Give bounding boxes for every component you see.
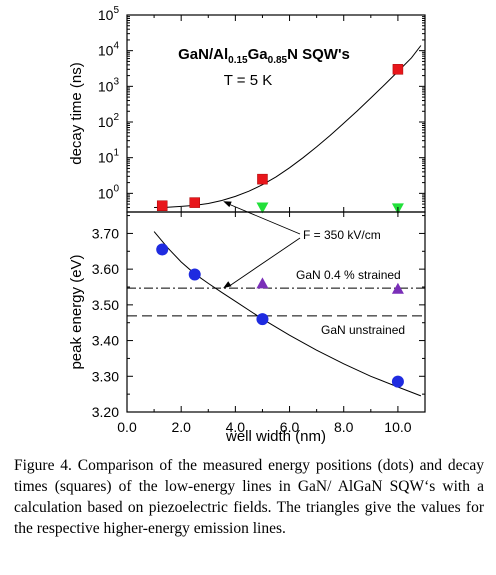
higher-energy-triangle [256,202,269,214]
tick-base: 10 [98,114,114,130]
peak-energy-markers [156,243,404,388]
top-y-tick-label: 103 [98,76,120,94]
top-y-tick-label: 100 [98,183,120,201]
x-tick-label: 2.0 [171,419,191,435]
top-y-axis-label: decay time (ns) [68,62,85,165]
top-plot-frame [126,14,426,213]
bottom-y-tick-label: 3.50 [92,297,119,313]
bottom-y-tick-label: 3.60 [92,261,119,277]
figure-caption: Figure 4. Comparison of the measured ene… [14,457,484,537]
x-axis-label: well width (nm) [225,428,326,445]
arrowhead-top [223,201,232,208]
x-tick-label: 6.0 [280,419,300,435]
annotation-arrow-top [228,203,301,235]
temperature-label: T = 5 K [224,72,273,89]
tick-base: 10 [98,7,114,23]
tick-exponent: 0 [113,183,119,194]
tick-exponent: 4 [113,41,119,52]
peak-energy-dot [188,268,201,281]
arrowhead-bottom [223,281,232,289]
tick-base: 10 [98,150,114,166]
field-annotation-label: F = 350 kV/cm [303,228,381,242]
tick-base: 10 [98,78,114,94]
title-sub-1: 0.15 [228,55,248,66]
tick-exponent: 5 [113,5,119,16]
bottom-y-axis-label: peak energy (eV) [68,254,85,369]
decay-time-square [189,197,200,208]
peak-energy-panel: 3.20 3.30 3.40 3.50 3.60 3.70 0.0 2.0 4.0 6.0 8.0 1… [68,15,426,445]
tick-exponent: 1 [113,148,119,159]
bottom-axis-ticks: 3.20 3.30 3.40 3.50 3.60 3.70 0.0 2.0 4.0 6.0 8.0 1… [92,15,425,435]
peak-energy-dot [156,243,169,256]
decay-time-markers [156,64,404,215]
decay-time-calculation-curve [154,45,422,208]
title-part-3: N SQW's [287,46,350,63]
higher-energy-triangle [391,282,404,294]
x-tick-label: 8.0 [334,419,354,435]
annotation-arrow-bottom [228,237,301,287]
decay-time-square [392,64,404,75]
title-part-1: GaN/Al [178,46,228,63]
x-tick-label: 0.0 [117,419,137,435]
x-tick-label: 4.0 [226,419,246,435]
reference-line-label: GaN unstrained [321,323,405,337]
bottom-y-tick-label: 3.20 [92,404,119,420]
higher-energy-triangle [256,277,269,289]
chart-title: GaN/Al0.15Ga0.85N SQW's [178,46,350,66]
peak-energy-dot [256,313,269,326]
reference-line-label: GaN 0.4 % strained [296,268,401,282]
field-annotation: F = 350 kV/cm [223,201,381,289]
bottom-plot-frame [126,211,426,413]
tick-base: 10 [98,43,114,59]
title-part-2: Ga [248,46,269,63]
top-y-tick-label: 101 [98,148,120,166]
decay-time-square [257,173,268,185]
peak-energy-dot [391,375,404,388]
bottom-y-tick-label: 3.40 [92,333,119,349]
title-sub-2: 0.85 [268,55,288,66]
tick-base: 10 [98,185,114,201]
top-y-tick-label: 105 [98,5,120,23]
reference-lines: GaN 0.4 % strained GaN unstrained [127,268,425,337]
tick-exponent: 3 [113,76,119,87]
decay-time-square [156,200,168,211]
x-tick-label: 10.0 [384,419,411,435]
peak-energy-calculation-curve [153,231,422,397]
bottom-y-tick-label: 3.30 [92,368,119,384]
tick-exponent: 2 [113,112,119,123]
top-y-tick-label: 104 [98,41,120,59]
top-y-tick-label: 102 [98,112,120,130]
bottom-y-tick-label: 3.70 [92,225,119,241]
